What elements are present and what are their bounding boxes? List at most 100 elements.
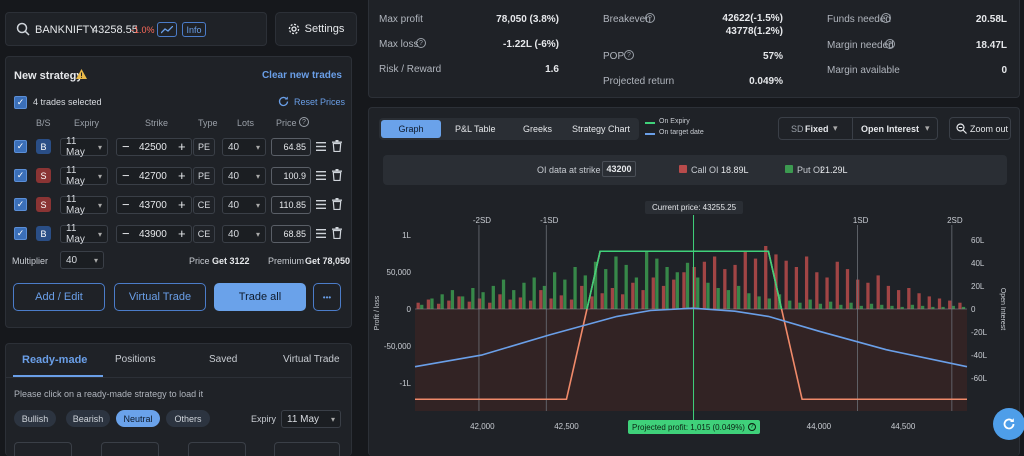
expiry-select[interactable]: 11 May ▾ xyxy=(60,194,108,216)
zoom-out-button[interactable]: Zoom out xyxy=(949,117,1011,140)
select-all-checkbox[interactable]: ✓ xyxy=(14,96,27,109)
put-oi-bar xyxy=(941,306,945,309)
menu-icon[interactable] xyxy=(316,142,326,154)
call-oi-bar xyxy=(917,293,921,309)
expiry-select[interactable]: 11 May ▾ xyxy=(60,223,108,245)
trades-selected-label: 4 trades selected xyxy=(33,97,102,107)
chart-trend-icon[interactable] xyxy=(157,22,177,37)
plus-icon[interactable]: + xyxy=(178,139,186,154)
expiry-select[interactable]: 11 May ▾ xyxy=(60,136,108,158)
minus-icon[interactable]: − xyxy=(122,197,130,212)
price-input[interactable]: 110.85 xyxy=(271,196,311,214)
clear-new-trades-link[interactable]: Clear new trades xyxy=(261,70,342,81)
virtual-trade-button[interactable]: Virtual Trade xyxy=(114,283,206,311)
tab-saved[interactable]: Saved xyxy=(209,354,238,365)
trade-all-button[interactable]: Trade all xyxy=(214,283,306,311)
menu-icon[interactable] xyxy=(316,200,326,212)
trade-checkbox[interactable]: ✓ xyxy=(14,198,27,211)
expiry-value: 11 May xyxy=(66,165,85,187)
buy-sell-toggle[interactable]: B xyxy=(36,226,51,241)
tab-positions[interactable]: Positions xyxy=(115,354,156,365)
filter-bearish[interactable]: Bearish xyxy=(66,410,110,427)
filter-neutral[interactable]: Neutral xyxy=(116,410,160,427)
expiry-select[interactable]: 11 May ▾ xyxy=(281,410,341,428)
call-oi-bar xyxy=(682,272,686,309)
delete-icon[interactable] xyxy=(332,198,342,213)
col-lots: Lots xyxy=(237,118,255,128)
price-input[interactable]: 100.9 xyxy=(271,167,311,185)
settings-button[interactable]: Settings xyxy=(275,12,357,46)
option-type[interactable]: CE xyxy=(193,225,215,243)
strategy-card[interactable] xyxy=(101,442,159,456)
lots-select[interactable]: 40 ▾ xyxy=(222,167,266,185)
multiplier-value: 40 xyxy=(66,254,78,266)
strategy-card[interactable] xyxy=(188,442,246,456)
strike-stepper[interactable]: − 43900 + xyxy=(116,225,192,243)
refresh-button[interactable] xyxy=(993,408,1024,440)
call-oi-bar xyxy=(569,299,574,309)
tab-greeks[interactable]: Greeks xyxy=(523,124,553,134)
tab-pl-table[interactable]: P&L Table xyxy=(455,124,496,134)
plus-icon[interactable]: + xyxy=(178,226,186,241)
info-button[interactable]: Info xyxy=(182,22,206,37)
trade-checkbox[interactable]: ✓ xyxy=(14,140,27,153)
option-type[interactable]: PE xyxy=(193,167,215,185)
buy-sell-toggle[interactable]: S xyxy=(36,197,51,212)
chevron-down-icon: ▾ xyxy=(330,414,335,424)
buy-sell-toggle[interactable]: S xyxy=(36,168,51,183)
more-options-button[interactable]: ••• xyxy=(313,283,341,311)
strike-stepper[interactable]: − 43700 + xyxy=(116,196,192,214)
oi-select-value[interactable]: Open Interest xyxy=(861,124,920,134)
minus-icon[interactable]: − xyxy=(122,168,130,183)
option-type[interactable]: PE xyxy=(193,138,215,156)
minus-icon[interactable]: − xyxy=(122,139,130,154)
delete-icon[interactable] xyxy=(332,227,342,242)
tab-virtual-trade[interactable]: Virtual Trade xyxy=(283,354,340,365)
menu-icon[interactable] xyxy=(316,229,326,241)
lots-select[interactable]: 40 ▾ xyxy=(222,225,266,243)
tab-strategy-chart[interactable]: Strategy Chart xyxy=(572,124,631,134)
trade-checkbox[interactable]: ✓ xyxy=(14,169,27,182)
add-edit-button[interactable]: Add / Edit xyxy=(13,283,105,311)
price-input[interactable]: 68.85 xyxy=(271,225,311,243)
call-oi-bar xyxy=(488,302,492,309)
tab-readymade[interactable]: Ready-made xyxy=(22,354,88,366)
multiplier-select[interactable]: 40 ▾ xyxy=(60,251,104,269)
strike-stepper[interactable]: − 42700 + xyxy=(116,167,192,185)
filter-bullish[interactable]: Bullish xyxy=(14,410,56,427)
filter-others[interactable]: Others xyxy=(166,410,210,427)
select-divider xyxy=(852,118,853,139)
sd-label: -2SD xyxy=(473,216,491,225)
lots-select[interactable]: 40 ▾ xyxy=(222,196,266,214)
option-type[interactable]: CE xyxy=(193,196,215,214)
call-oi-value: 18.89L xyxy=(721,165,749,175)
margin-needed-label: Margin needed xyxy=(827,40,894,51)
expiry-select[interactable]: 11 May ▾ xyxy=(60,165,108,187)
delete-icon[interactable] xyxy=(332,140,342,155)
symbol-search-bar[interactable]: BANKNIFTY 43258.55 -1.0% Info xyxy=(5,12,267,46)
call-oi-bar xyxy=(896,290,901,309)
strike-stepper[interactable]: − 42500 + xyxy=(116,138,192,156)
refresh-icon[interactable] xyxy=(278,96,289,110)
y-right-tick: -40L xyxy=(971,351,988,360)
lots-select[interactable]: 40 ▾ xyxy=(222,138,266,156)
plus-icon[interactable]: + xyxy=(178,197,186,212)
minus-icon[interactable]: − xyxy=(122,226,130,241)
strategy-card[interactable] xyxy=(274,442,340,456)
trade-row: ✓ B 11 May ▾ − 42500 + PE 40 ▾ 64.85 xyxy=(6,136,351,158)
put-oi-bar xyxy=(573,267,577,309)
strategy-card[interactable] xyxy=(14,442,72,456)
reset-prices-link[interactable]: Reset Prices xyxy=(294,97,346,107)
trade-checkbox[interactable]: ✓ xyxy=(14,227,27,240)
put-oi-bar xyxy=(931,306,935,309)
menu-icon[interactable] xyxy=(316,171,326,183)
tab-graph[interactable]: Graph xyxy=(381,120,441,138)
oi-strike-value[interactable]: 43200 xyxy=(602,161,636,177)
sd-select[interactable]: SD Fixed ▾ Open Interest ▾ xyxy=(778,117,938,140)
price-input[interactable]: 64.85 xyxy=(271,138,311,156)
payoff-chart[interactable]: -2SD -1SD 1SD 2SD 1L 50,000 0 -50,000 -1L 60L 40L 2… xyxy=(369,193,1019,456)
buy-sell-toggle[interactable]: B xyxy=(36,139,51,154)
delete-icon[interactable] xyxy=(332,169,342,184)
plus-icon[interactable]: + xyxy=(178,168,186,183)
put-oi-bar xyxy=(839,304,843,309)
